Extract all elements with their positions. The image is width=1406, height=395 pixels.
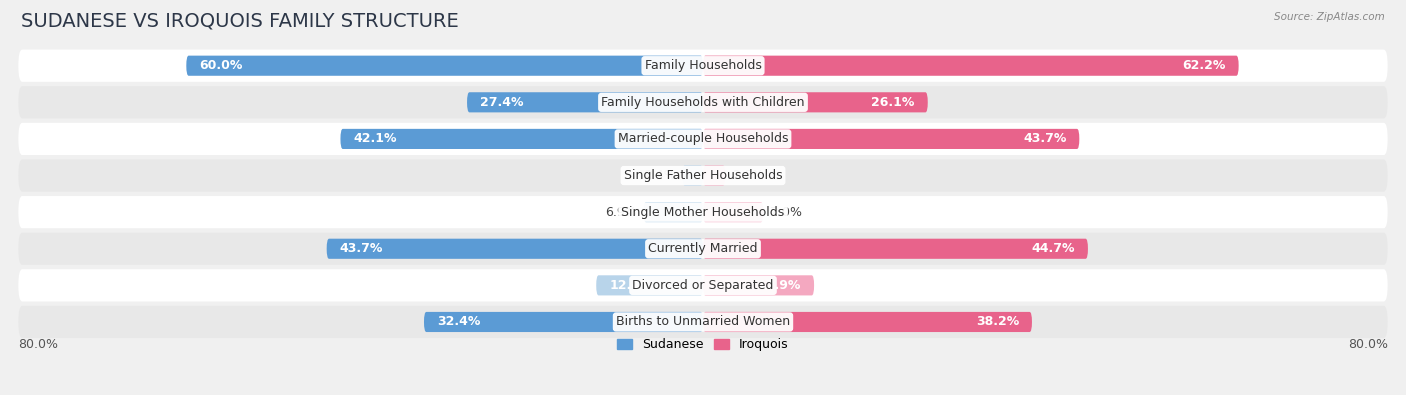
FancyBboxPatch shape: [326, 239, 703, 259]
Text: 38.2%: 38.2%: [976, 316, 1019, 329]
Text: 2.4%: 2.4%: [644, 169, 675, 182]
Text: Married-couple Households: Married-couple Households: [617, 132, 789, 145]
FancyBboxPatch shape: [644, 202, 703, 222]
Legend: Sudanese, Iroquois: Sudanese, Iroquois: [613, 333, 793, 356]
Text: SUDANESE VS IROQUOIS FAMILY STRUCTURE: SUDANESE VS IROQUOIS FAMILY STRUCTURE: [21, 12, 458, 31]
Text: 80.0%: 80.0%: [18, 338, 59, 351]
Text: 6.9%: 6.9%: [605, 206, 637, 219]
FancyBboxPatch shape: [18, 306, 1388, 338]
FancyBboxPatch shape: [596, 275, 703, 295]
FancyBboxPatch shape: [186, 56, 703, 76]
FancyBboxPatch shape: [18, 50, 1388, 82]
FancyBboxPatch shape: [18, 196, 1388, 228]
FancyBboxPatch shape: [340, 129, 703, 149]
FancyBboxPatch shape: [703, 56, 1239, 76]
Text: Family Households with Children: Family Households with Children: [602, 96, 804, 109]
FancyBboxPatch shape: [703, 129, 1080, 149]
Text: 42.1%: 42.1%: [353, 132, 396, 145]
FancyBboxPatch shape: [467, 92, 703, 113]
Text: 44.7%: 44.7%: [1032, 242, 1076, 255]
FancyBboxPatch shape: [18, 233, 1388, 265]
FancyBboxPatch shape: [703, 312, 1032, 332]
Text: 62.2%: 62.2%: [1182, 59, 1226, 72]
FancyBboxPatch shape: [703, 92, 928, 113]
Text: 43.7%: 43.7%: [1024, 132, 1066, 145]
Text: Divorced or Separated: Divorced or Separated: [633, 279, 773, 292]
Text: 26.1%: 26.1%: [872, 96, 915, 109]
FancyBboxPatch shape: [18, 269, 1388, 301]
FancyBboxPatch shape: [18, 86, 1388, 118]
FancyBboxPatch shape: [703, 275, 814, 295]
Text: Single Mother Households: Single Mother Households: [621, 206, 785, 219]
Text: 12.9%: 12.9%: [758, 279, 801, 292]
Text: 43.7%: 43.7%: [340, 242, 382, 255]
Text: 60.0%: 60.0%: [200, 59, 243, 72]
Text: 12.4%: 12.4%: [609, 279, 652, 292]
FancyBboxPatch shape: [703, 239, 1088, 259]
Text: Births to Unmarried Women: Births to Unmarried Women: [616, 316, 790, 329]
FancyBboxPatch shape: [425, 312, 703, 332]
Text: Source: ZipAtlas.com: Source: ZipAtlas.com: [1274, 12, 1385, 22]
Text: Family Households: Family Households: [644, 59, 762, 72]
Text: 7.0%: 7.0%: [770, 206, 803, 219]
FancyBboxPatch shape: [18, 123, 1388, 155]
Text: Single Father Households: Single Father Households: [624, 169, 782, 182]
FancyBboxPatch shape: [18, 160, 1388, 192]
FancyBboxPatch shape: [703, 166, 725, 186]
Text: Currently Married: Currently Married: [648, 242, 758, 255]
Text: 2.6%: 2.6%: [733, 169, 763, 182]
Text: 80.0%: 80.0%: [1347, 338, 1388, 351]
FancyBboxPatch shape: [682, 166, 703, 186]
Text: 27.4%: 27.4%: [479, 96, 523, 109]
Text: 32.4%: 32.4%: [437, 316, 481, 329]
FancyBboxPatch shape: [703, 202, 763, 222]
